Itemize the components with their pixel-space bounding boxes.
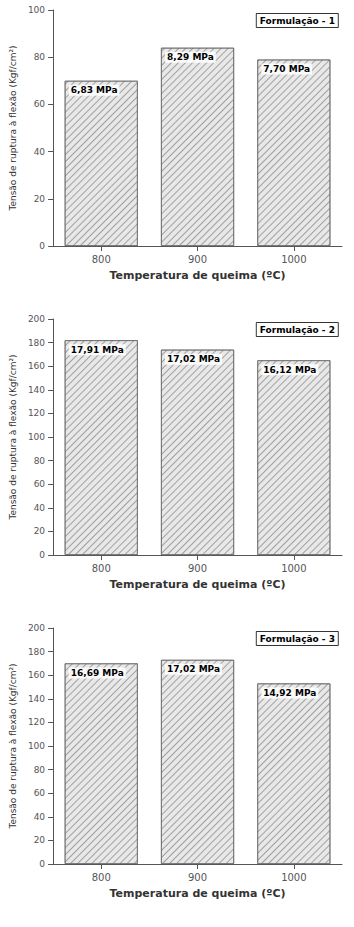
svg-text:14,92 MPa: 14,92 MPa <box>263 688 316 698</box>
svg-text:40: 40 <box>34 812 46 822</box>
svg-text:80: 80 <box>34 456 46 466</box>
svg-text:200: 200 <box>28 314 45 324</box>
svg-text:200: 200 <box>28 623 45 633</box>
svg-text:1000: 1000 <box>281 254 306 265</box>
svg-text:900: 900 <box>188 563 207 574</box>
svg-text:900: 900 <box>188 872 207 883</box>
svg-text:Tensão de ruptura à flexão (Kg: Tensão de ruptura à flexão (Kgf/cm²) <box>8 45 18 211</box>
svg-text:60: 60 <box>34 479 46 489</box>
svg-text:140: 140 <box>28 694 45 704</box>
svg-text:17,91 MPa: 17,91 MPa <box>71 345 124 355</box>
svg-text:40: 40 <box>34 147 46 157</box>
svg-text:800: 800 <box>92 563 111 574</box>
svg-text:Formulação - 2: Formulação - 2 <box>260 325 335 335</box>
svg-text:1000: 1000 <box>281 872 306 883</box>
svg-text:120: 120 <box>28 717 45 727</box>
svg-text:60: 60 <box>34 99 46 109</box>
svg-text:7,70 MPa: 7,70 MPa <box>263 64 310 74</box>
svg-text:120: 120 <box>28 408 45 418</box>
svg-text:60: 60 <box>34 788 46 798</box>
svg-text:140: 140 <box>28 385 45 395</box>
svg-text:100: 100 <box>28 432 45 442</box>
svg-text:0: 0 <box>39 550 45 560</box>
svg-text:100: 100 <box>28 741 45 751</box>
svg-text:160: 160 <box>28 361 45 371</box>
svg-text:160: 160 <box>28 670 45 680</box>
svg-text:1000: 1000 <box>281 563 306 574</box>
svg-text:800: 800 <box>92 254 111 265</box>
svg-text:Formulação - 3: Formulação - 3 <box>260 634 335 644</box>
svg-text:17,02 MPa: 17,02 MPa <box>167 664 220 674</box>
svg-text:16,69 MPa: 16,69 MPa <box>71 668 124 678</box>
svg-text:180: 180 <box>28 338 45 348</box>
svg-text:100: 100 <box>28 5 45 15</box>
svg-text:Tensão de ruptura à flexão (Kg: Tensão de ruptura à flexão (Kgf/cm²) <box>8 663 18 829</box>
svg-text:Formulação - 1: Formulação - 1 <box>260 16 335 26</box>
svg-text:Temperatura de queima (ºC): Temperatura de queima (ºC) <box>110 269 286 282</box>
svg-text:180: 180 <box>28 647 45 657</box>
svg-text:16,12 MPa: 16,12 MPa <box>263 365 316 375</box>
svg-text:8,29 MPa: 8,29 MPa <box>167 52 214 62</box>
svg-text:17,02 MPa: 17,02 MPa <box>167 354 220 364</box>
svg-text:Temperatura de queima (ºC): Temperatura de queima (ºC) <box>110 578 286 591</box>
svg-text:6,83 MPa: 6,83 MPa <box>71 85 118 95</box>
svg-text:80: 80 <box>34 765 46 775</box>
svg-text:20: 20 <box>34 526 46 536</box>
svg-text:900: 900 <box>188 254 207 265</box>
svg-text:800: 800 <box>92 872 111 883</box>
svg-text:40: 40 <box>34 503 46 513</box>
svg-text:0: 0 <box>39 859 45 869</box>
svg-text:20: 20 <box>34 194 46 204</box>
svg-text:Temperatura de queima (ºC): Temperatura de queima (ºC) <box>110 887 286 900</box>
svg-text:0: 0 <box>39 241 45 251</box>
svg-text:20: 20 <box>34 835 46 845</box>
svg-text:80: 80 <box>34 52 46 62</box>
svg-text:Tensão de ruptura à flexão (Kg: Tensão de ruptura à flexão (Kgf/cm²) <box>8 354 18 520</box>
